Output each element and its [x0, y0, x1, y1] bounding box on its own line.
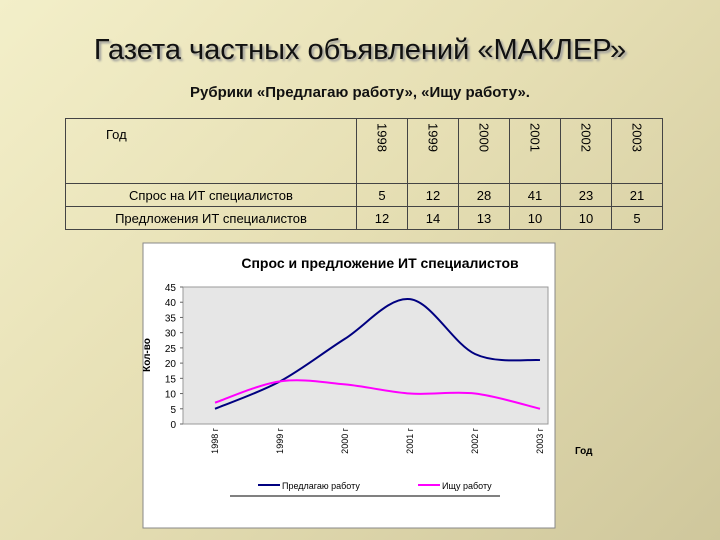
header-cell: 2003	[611, 118, 663, 184]
table-cell: 23	[560, 183, 612, 207]
table-cell: 10	[560, 206, 612, 230]
table-cell: 13	[458, 206, 510, 230]
header-text: 1998	[374, 123, 390, 152]
series-line	[214, 379, 541, 410]
x-tick-label: 2001 г	[405, 427, 415, 454]
y-tick-label: 45	[165, 283, 177, 294]
table-row: Спрос на ИТ специалистов 5 12 28 41 23 21	[65, 183, 663, 207]
table-cell: 5	[611, 206, 663, 230]
y-tick-label: 25	[165, 344, 177, 355]
y-tick-label: 15	[165, 374, 177, 385]
y-tick-label: 40	[165, 298, 177, 309]
table-cell: 14	[407, 206, 459, 230]
y-tick-label: 20	[165, 359, 177, 370]
header-cell: 2001	[509, 118, 561, 184]
header-cell: 2000	[458, 118, 510, 184]
x-tick-label: 2000 г	[340, 427, 350, 454]
series-line	[214, 298, 541, 410]
header-text: 2001	[527, 123, 543, 152]
x-tick-label: 2002 г	[470, 427, 480, 454]
table-cell: 12	[356, 206, 408, 230]
y-tick-label: 30	[165, 329, 177, 340]
y-axis-label: Кол-во	[142, 338, 153, 372]
x-tick-label: 1998 г	[210, 427, 220, 454]
header-text: 2002	[578, 123, 594, 152]
table-row: Предложения ИТ специалистов 12 14 13 10 10 5	[65, 206, 663, 230]
slide-subtitle: Рубрики «Предлагаю работу», «Ищу работу»…	[190, 84, 530, 101]
header-cell: 2002	[560, 118, 612, 184]
x-axis-label: Год	[575, 446, 593, 457]
y-tick-label: 35	[165, 313, 177, 324]
table-cell: Предложения ИТ специалистов	[65, 206, 357, 230]
y-tick-label: 5	[170, 405, 176, 416]
y-tick-label: 10	[165, 390, 177, 401]
header-text: 2003	[629, 123, 645, 152]
table-cell: 12	[407, 183, 459, 207]
plot-area	[182, 286, 549, 425]
legend-label: Ищу работу	[442, 481, 492, 491]
header-text: 1999	[425, 123, 441, 152]
slide-title: Газета частных объявлений «МАКЛЕР»	[93, 34, 627, 66]
chart-title: Спрос и предложение ИТ специалистов	[241, 255, 519, 271]
x-tick-label: 1999 г	[275, 427, 285, 454]
data-table: Год 1998 1999 2000 2001 2002 2003 Спрос на ИТ с…	[65, 118, 663, 230]
table-header-row: Год 1998 1999 2000 2001 2002 2003	[65, 118, 663, 184]
header-text: 2000	[476, 123, 492, 152]
x-tick-label: 2003 г	[535, 427, 545, 454]
legend-label: Предлагаю работу	[282, 481, 360, 491]
y-tick-label: 0	[170, 420, 176, 431]
